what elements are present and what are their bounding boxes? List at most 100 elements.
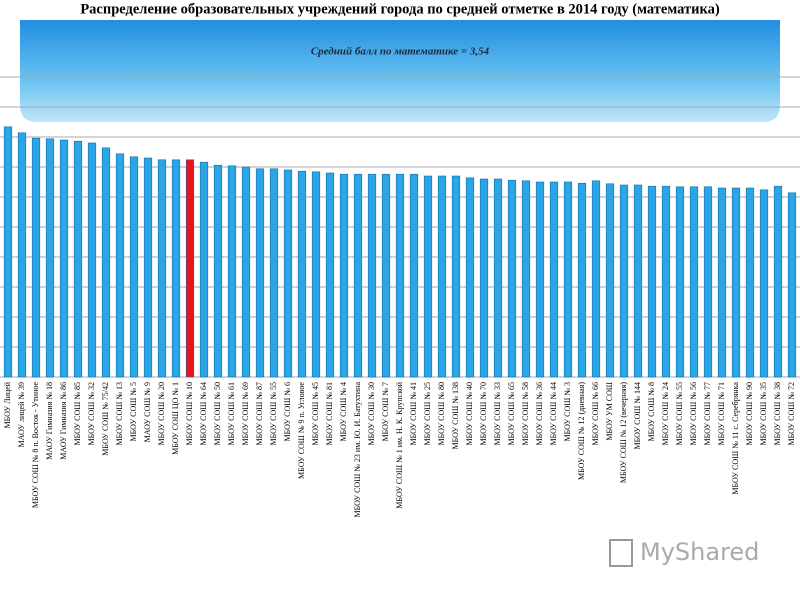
bar [17, 132, 27, 378]
watermark: MyShared [640, 538, 759, 566]
x-tick-label: МАОУ Гимназия № 86 [59, 382, 68, 460]
bar [227, 165, 237, 378]
x-tick-label: МБОУ УМ СОШ [605, 382, 614, 441]
bar [157, 159, 167, 378]
x-tick-label: МБОУ СОШ ЦО № 1 [171, 382, 180, 455]
bar [283, 169, 293, 378]
x-tick-label: МБОУ СОШ № 69 [241, 382, 250, 445]
x-tick-label: МБОУ СОШ № 23 им. Ю. И. Батухтина [353, 382, 362, 518]
bar [185, 159, 195, 378]
bar [269, 168, 279, 378]
x-tick-label: МБОУ СОШ № 3 [563, 382, 572, 441]
x-tick-label: МБОУ СОШ № 55 [269, 382, 278, 445]
x-tick-label: МБОУ СОШ № 35 [759, 382, 768, 445]
bar [297, 170, 307, 378]
x-tick-label: МБОУ СОШ № 144 [633, 382, 642, 449]
banner [20, 20, 780, 122]
bar [115, 153, 125, 378]
subtitle: Средний балл по математике = 3,54 [311, 46, 490, 58]
x-tick-label: МБОУ СОШ № 25 [423, 382, 432, 445]
x-tick-label: МБОУ СОШ № 8 [647, 382, 656, 441]
watermark-group: MyShared [609, 538, 759, 567]
x-tick-label: МБОУ СОШ № 5 [129, 382, 138, 441]
bar [549, 181, 559, 378]
x-tick-label: МБОУ СОШ № 20 [157, 382, 166, 445]
bar [689, 186, 699, 378]
bar [325, 172, 335, 378]
bar [255, 168, 265, 378]
x-tick-label: МБОУ СОШ № 12 (вечерняя) [619, 382, 628, 483]
bar [3, 126, 13, 378]
bar [339, 173, 349, 378]
bar [521, 180, 531, 378]
x-tick-label: МБОУ Лицей [3, 381, 12, 428]
x-tick-label: МБОУ СОШ № 90 [745, 382, 754, 445]
x-tick-label: МБОУ СОШ № 12 (дневная) [577, 382, 586, 480]
x-tick-label: МБОУ СОШ № 44 [549, 382, 558, 445]
x-tick-label: МБОУ СОШ № 50 [213, 382, 222, 445]
bar [129, 156, 139, 378]
x-tick-label: МБОУ СОШ № 61 [227, 382, 236, 445]
bar [563, 181, 573, 378]
x-tick-label: МБОУ СОШ № 33 [493, 382, 502, 445]
bar [605, 183, 615, 378]
bar [507, 179, 517, 378]
x-tick-label: МБОУ СОШ № 40 [465, 382, 474, 445]
bar [87, 142, 97, 378]
x-tick-label: МБОУ СОШ № 32 [87, 382, 96, 445]
x-tick-label: МБОУ СОШ № 6 [283, 382, 292, 441]
bar [199, 161, 209, 378]
bar [493, 178, 503, 378]
bar [45, 138, 55, 378]
x-tick-label: МБОУ СОШ № 45 [311, 382, 320, 445]
x-tick-label: МБОУ СОШ № 1 им. Н. К. Крупской [395, 381, 404, 508]
x-tick-label: МБОУ СОШ № 77 [703, 382, 712, 445]
x-tick-label: МАОУ Гимназия № 18 [45, 382, 54, 460]
x-tick-label: МБОУ СОШ № 7 [381, 382, 390, 441]
bar [661, 185, 671, 378]
bar [31, 137, 41, 378]
x-tick-label: МБОУ СОШ № 72 [787, 382, 796, 445]
bar [591, 180, 601, 378]
bar [773, 185, 783, 378]
bar [395, 173, 405, 378]
x-tick-label: МБОУ СОШ № 36 [535, 382, 544, 445]
x-tick-label: МБОУ СОШ № 71 [717, 382, 726, 445]
x-tick-label: МБОУ СОШ № 9 п. Угловое [297, 382, 306, 479]
bar [311, 171, 321, 378]
bar [703, 186, 713, 378]
x-tick-label: МБОУ СОШ № 30 [367, 382, 376, 445]
bar [409, 173, 419, 378]
x-tick-label: МБОУ СОШ № 65 [507, 382, 516, 445]
bar [633, 184, 643, 378]
watermark-icon [609, 539, 633, 567]
x-tick-label: МБОУ СОШ № 56 [689, 382, 698, 445]
bar [101, 147, 111, 378]
bar [353, 173, 363, 378]
bar [619, 184, 629, 378]
x-tick-label: МБОУ СОШ № 4 [339, 382, 348, 441]
x-tick-label: МБОУ СОШ № 58 [521, 382, 530, 445]
x-tick-label: МБОУ СОШ № 85 [73, 382, 82, 445]
x-tick-label: МБОУ СОШ № 138 [451, 382, 460, 449]
x-tick-label: МБОУ СОШ № 81 [325, 382, 334, 445]
bar [451, 175, 461, 378]
bar [73, 140, 83, 378]
bar [381, 173, 391, 378]
x-tick-label: МБОУ СОШ № 64 [199, 382, 208, 445]
bar [647, 185, 657, 378]
bar [171, 159, 181, 378]
bar [577, 182, 587, 378]
bar [367, 173, 377, 378]
x-tick-label: МБОУ СОШ № 11 с. Серебрянка [731, 382, 740, 495]
bar [675, 186, 685, 378]
bar [759, 189, 769, 378]
x-tick-label: МБОУ СОШ № 70 [479, 382, 488, 445]
x-tick-label: МБОУ СОШ № 80 [437, 382, 446, 445]
x-tick-label: МБОУ СОШ № 13 [115, 382, 124, 445]
bar [731, 187, 741, 378]
x-tick-label: МБОУ СОШ № 38 [773, 382, 782, 445]
x-tick-label: МБОУ СОШ № 10 [185, 382, 194, 445]
bar [241, 166, 251, 378]
